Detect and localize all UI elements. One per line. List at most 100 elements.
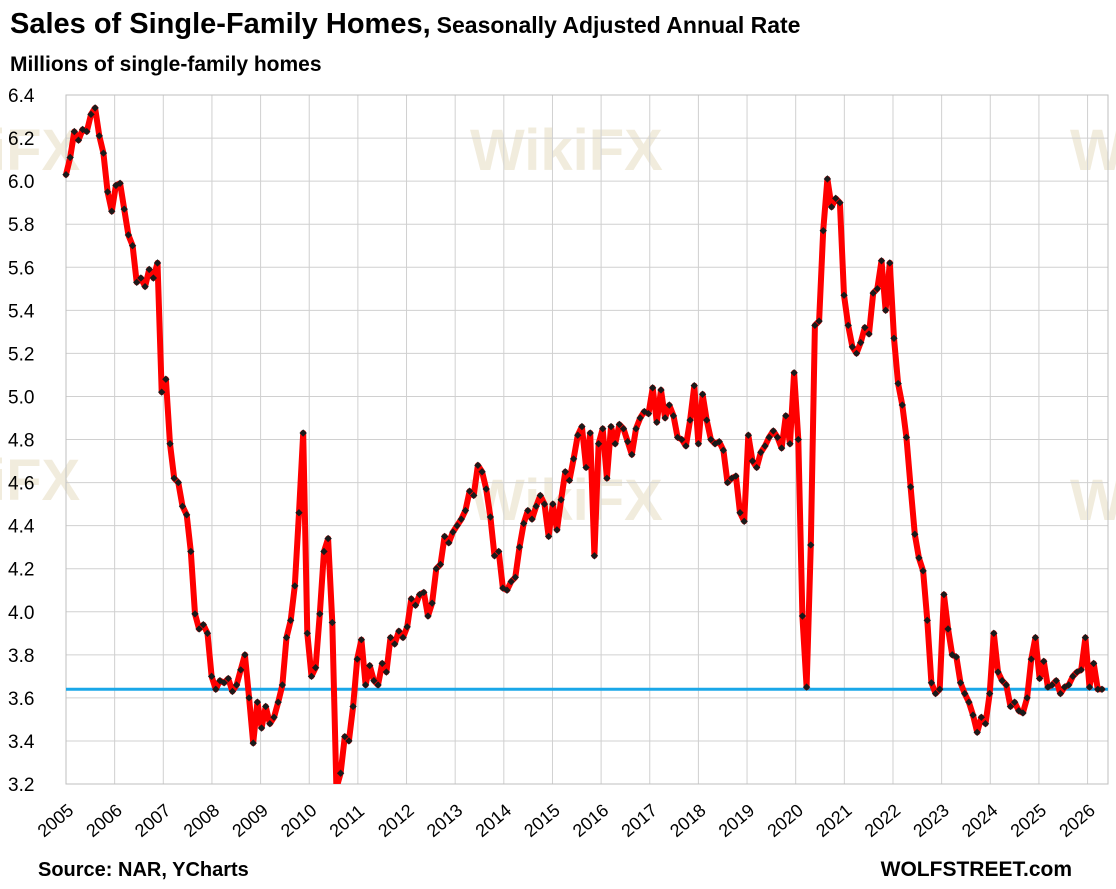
data-point <box>698 390 707 398</box>
data-point <box>153 259 162 267</box>
data-point <box>1085 683 1094 691</box>
watermark: WikiFX <box>470 118 663 183</box>
data-point <box>536 491 544 500</box>
y-tick-label: 4.4 <box>8 517 35 538</box>
data-point <box>557 496 565 504</box>
data-point <box>765 433 773 442</box>
data-point <box>661 414 669 422</box>
data-point <box>906 483 915 491</box>
x-tick-label: 2015 <box>520 800 564 841</box>
y-tick-label: 5.8 <box>8 215 34 236</box>
data-point <box>723 478 732 487</box>
data-point <box>790 369 798 377</box>
data-point <box>1069 672 1077 681</box>
data-point <box>944 625 952 633</box>
data-point <box>1027 655 1035 663</box>
data-point <box>341 732 349 741</box>
series-line <box>63 104 1105 784</box>
data-point <box>1056 689 1065 698</box>
data-point <box>291 582 299 590</box>
data-point <box>449 528 457 536</box>
y-tick-label: 3.4 <box>8 732 35 753</box>
data-point <box>386 633 395 642</box>
data-point <box>407 595 416 603</box>
data-point <box>1094 685 1102 693</box>
y-tick-label: 6.2 <box>8 129 34 150</box>
data-point <box>95 132 103 140</box>
data-point <box>894 379 902 388</box>
data-point <box>270 713 278 721</box>
data-point <box>474 461 482 470</box>
data-point <box>823 175 832 183</box>
data-point <box>303 629 311 637</box>
watermark: W <box>1070 468 1116 533</box>
data-point <box>245 694 253 702</box>
x-tick-label: 2025 <box>1007 800 1051 841</box>
y-axis-ticks: 3.2 3.4 3.6 3.8 4.0 4.2 4.4 4.6 4.8 5.0 5.2 5.4 5.6 5… <box>8 86 35 796</box>
data-point <box>1098 685 1106 693</box>
y-tick-label: 6.4 <box>8 86 35 107</box>
data-point <box>844 321 852 330</box>
data-point <box>873 285 882 293</box>
data-point <box>249 739 257 747</box>
y-tick-label: 3.2 <box>8 775 34 796</box>
x-tick-label: 2023 <box>909 800 953 841</box>
data-point <box>848 343 857 351</box>
x-tick-label: 2009 <box>228 800 272 841</box>
x-tick-label: 2010 <box>277 800 321 841</box>
data-point <box>752 463 761 472</box>
data-point <box>519 519 528 528</box>
data-point <box>320 547 328 556</box>
data-point <box>669 412 678 420</box>
data-point <box>378 659 386 668</box>
data-point <box>819 226 827 235</box>
data-point <box>382 668 391 676</box>
data-point <box>811 321 819 330</box>
data-point <box>619 425 628 433</box>
data-point <box>757 448 765 457</box>
data-point <box>644 409 653 418</box>
data-point <box>266 720 274 728</box>
data-point <box>657 386 665 394</box>
data-point <box>857 338 865 347</box>
data-point <box>881 306 890 314</box>
watermark-group: WikiFX WikiFX W W iFX iFX <box>0 118 1116 533</box>
source-note: Source: NAR, YCharts <box>38 859 249 881</box>
data-point <box>391 640 399 648</box>
data-point <box>87 110 95 119</box>
data-point <box>915 554 923 562</box>
watermark: W <box>1070 118 1116 183</box>
y-tick-label: 4.0 <box>8 603 34 624</box>
data-point <box>453 521 461 530</box>
y-tick-label: 4.2 <box>8 560 34 581</box>
data-point <box>553 526 561 534</box>
y-tick-label: 6.0 <box>8 172 34 193</box>
data-point <box>777 444 786 452</box>
data-point <box>286 616 295 625</box>
data-point <box>461 506 470 515</box>
x-tick-label: 2012 <box>374 800 418 841</box>
y-tick-label: 4.8 <box>8 431 34 452</box>
data-point <box>237 666 245 674</box>
x-tick-label: 2011 <box>326 801 369 841</box>
data-point <box>395 627 403 635</box>
x-axis-ticks: 2005 2006 2007 2008 2009 2010 2011 2012 2013 2014… <box>34 800 1099 841</box>
data-point <box>540 500 549 508</box>
x-tick-label: 2020 <box>763 800 807 841</box>
data-point <box>361 681 370 689</box>
data-point <box>257 724 266 732</box>
data-point <box>653 418 661 426</box>
y-tick-label: 5.6 <box>8 258 34 279</box>
x-tick-label: 2022 <box>861 800 905 841</box>
data-point <box>424 612 432 620</box>
data-point <box>187 547 195 556</box>
y-tick-label: 5.0 <box>8 387 34 408</box>
x-tick-label: 2018 <box>666 800 710 841</box>
data-point <box>199 620 207 629</box>
data-point <box>403 623 411 631</box>
credit-note: WOLFSTREET.com <box>880 858 1072 881</box>
data-point <box>262 702 270 711</box>
data-point <box>815 317 823 325</box>
data-point <box>748 457 757 465</box>
gridlines <box>65 94 1109 785</box>
